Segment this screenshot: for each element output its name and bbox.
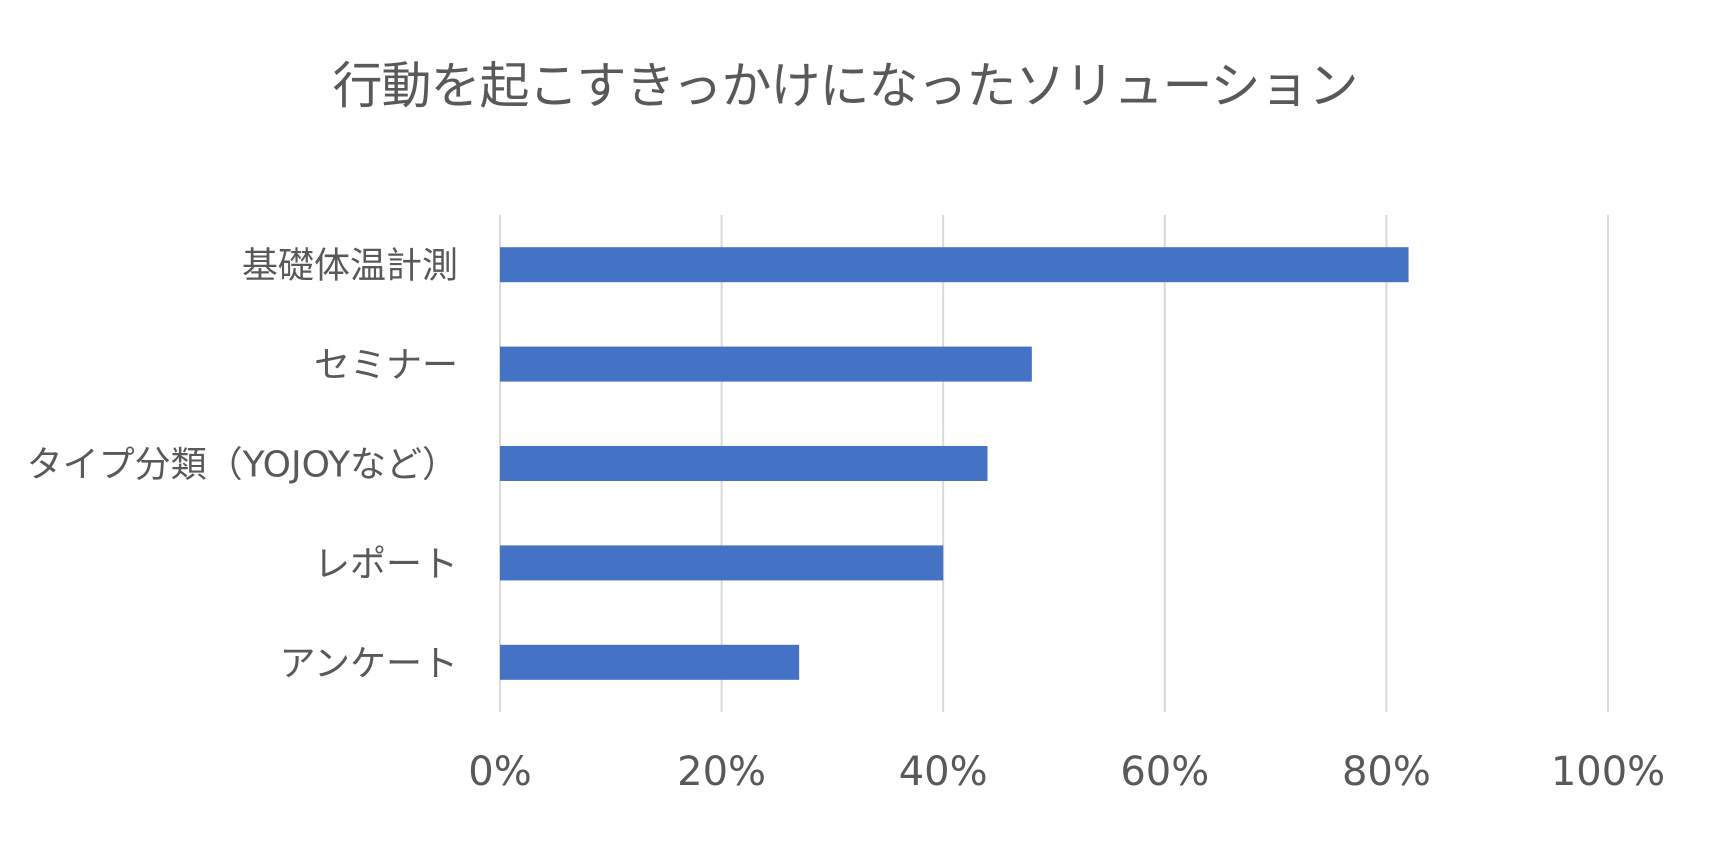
- x-tick-label: 20%: [677, 749, 766, 795]
- bar-0: [500, 247, 1409, 283]
- category-label: アンケート: [279, 643, 458, 684]
- bars: [500, 247, 1409, 680]
- bar-4: [500, 644, 800, 680]
- bar-2: [500, 446, 988, 481]
- category-label: セミナー: [314, 345, 458, 386]
- bar-1: [500, 346, 1032, 382]
- x-tick-label: 40%: [899, 749, 988, 795]
- x-tick-label: 0%: [468, 749, 531, 795]
- chart-title: 行動を起こすきっかけになったソリューション: [332, 57, 1359, 115]
- category-label: 基礎体温計測: [242, 246, 458, 287]
- category-label: レポート: [314, 544, 458, 585]
- x-tick-label: 60%: [1120, 749, 1209, 795]
- bar-3: [500, 545, 944, 581]
- x-tick-label: 100%: [1551, 749, 1665, 795]
- x-tick-label: 80%: [1342, 749, 1431, 795]
- category-label: タイプ分類（YOJOYなど）: [27, 445, 458, 486]
- x-axis-tick-labels: 0% 20% 40% 60% 80% 100%: [468, 749, 1665, 795]
